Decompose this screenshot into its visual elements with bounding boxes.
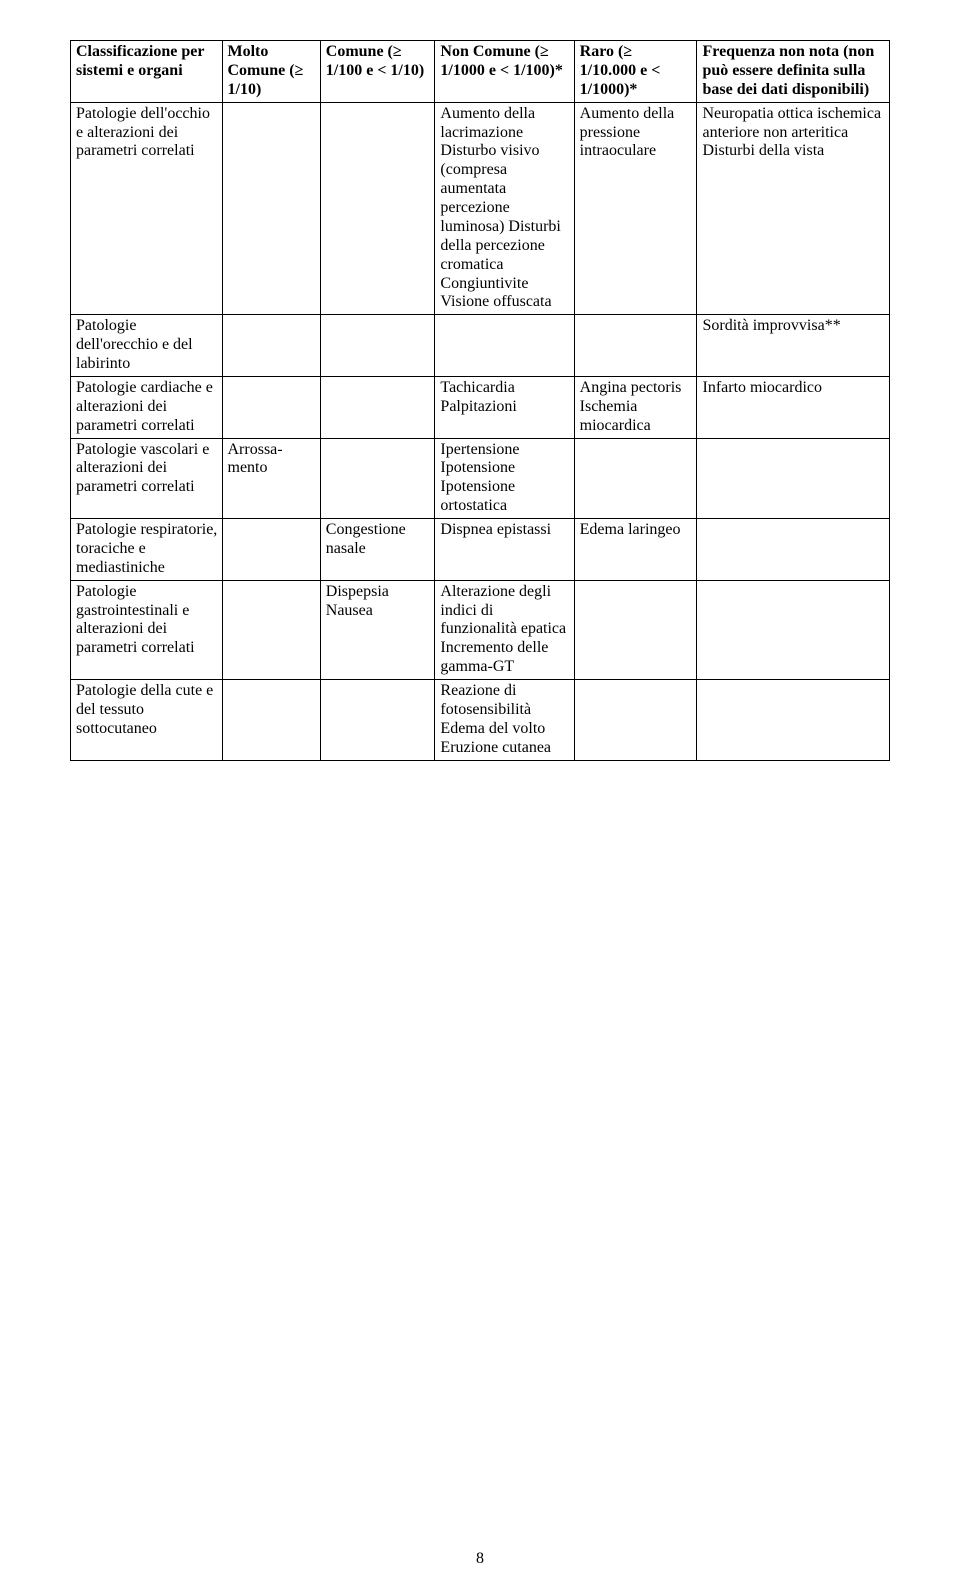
cell-classification: Patologie vascolari e alterazioni dei pa… xyxy=(71,438,223,519)
cell-uncommon: Aumento della lacrimazione Disturbo visi… xyxy=(435,102,574,315)
col-header-common: Comune (≥ 1/100 e < 1/10) xyxy=(320,41,435,103)
col-header-uncommon: Non Comune (≥ 1/1000 e < 1/100)* xyxy=(435,41,574,103)
cell-unknown: Sordità improvvisa** xyxy=(697,315,890,377)
cell-uncommon: Tachicardia Palpitazioni xyxy=(435,376,574,438)
table-row: Patologie dell'orecchio e del labirinto … xyxy=(71,315,890,377)
cell-unknown xyxy=(697,519,890,581)
col-header-unknown: Frequenza non nota (non può essere defin… xyxy=(697,41,890,103)
cell-uncommon: Dispnea epistassi xyxy=(435,519,574,581)
adverse-reactions-table: Classificazione per sistemi e organi Mol… xyxy=(70,40,890,761)
cell-very-common xyxy=(222,315,320,377)
table-row: Patologie respiratorie, toraciche e medi… xyxy=(71,519,890,581)
cell-rare: Edema laringeo xyxy=(574,519,697,581)
cell-very-common xyxy=(222,680,320,761)
cell-rare: Angina pectoris Ischemia miocardica xyxy=(574,376,697,438)
cell-common xyxy=(320,438,435,519)
cell-classification: Patologie respiratorie, toraciche e medi… xyxy=(71,519,223,581)
cell-unknown xyxy=(697,680,890,761)
cell-classification: Patologie dell'orecchio e del labirinto xyxy=(71,315,223,377)
cell-rare xyxy=(574,438,697,519)
cell-unknown: Neuropatia ottica ischemica anteriore no… xyxy=(697,102,890,315)
table-row: Patologie cardiache e alterazioni dei pa… xyxy=(71,376,890,438)
cell-rare xyxy=(574,580,697,679)
table-row: Patologie vascolari e alterazioni dei pa… xyxy=(71,438,890,519)
table-row: Patologie dell'occhio e alterazioni dei … xyxy=(71,102,890,315)
cell-common xyxy=(320,102,435,315)
cell-uncommon: Alterazione degli indici di funzionalità… xyxy=(435,580,574,679)
col-header-very-common: Molto Comune (≥ 1/10) xyxy=(222,41,320,103)
cell-uncommon xyxy=(435,315,574,377)
document-page: Classificazione per sistemi e organi Mol… xyxy=(0,0,960,1593)
col-header-rare: Raro (≥ 1/10.000 e < 1/1000)* xyxy=(574,41,697,103)
cell-rare xyxy=(574,315,697,377)
cell-common: Congestione nasale xyxy=(320,519,435,581)
cell-common: Dispepsia Nausea xyxy=(320,580,435,679)
cell-uncommon: Ipertensione Ipotensione Ipotensione ort… xyxy=(435,438,574,519)
cell-common xyxy=(320,376,435,438)
col-header-classification: Classificazione per sistemi e organi xyxy=(71,41,223,103)
cell-classification: Patologie cardiache e alterazioni dei pa… xyxy=(71,376,223,438)
cell-rare xyxy=(574,680,697,761)
cell-classification: Patologie dell'occhio e alterazioni dei … xyxy=(71,102,223,315)
cell-very-common xyxy=(222,376,320,438)
cell-very-common xyxy=(222,580,320,679)
table-row: Patologie gastrointestinali e alterazion… xyxy=(71,580,890,679)
cell-very-common: Arrossa-mento xyxy=(222,438,320,519)
cell-classification: Patologie gastrointestinali e alterazion… xyxy=(71,580,223,679)
cell-uncommon: Reazione di fotosensibilità Edema del vo… xyxy=(435,680,574,761)
cell-common xyxy=(320,680,435,761)
cell-unknown xyxy=(697,580,890,679)
table-header-row: Classificazione per sistemi e organi Mol… xyxy=(71,41,890,103)
cell-unknown: Infarto miocardico xyxy=(697,376,890,438)
cell-classification: Patologie della cute e del tessuto sotto… xyxy=(71,680,223,761)
cell-very-common xyxy=(222,102,320,315)
cell-rare: Aumento della pressione intraoculare xyxy=(574,102,697,315)
page-number: 8 xyxy=(0,1550,960,1568)
cell-common xyxy=(320,315,435,377)
table-row: Patologie della cute e del tessuto sotto… xyxy=(71,680,890,761)
cell-very-common xyxy=(222,519,320,581)
cell-unknown xyxy=(697,438,890,519)
